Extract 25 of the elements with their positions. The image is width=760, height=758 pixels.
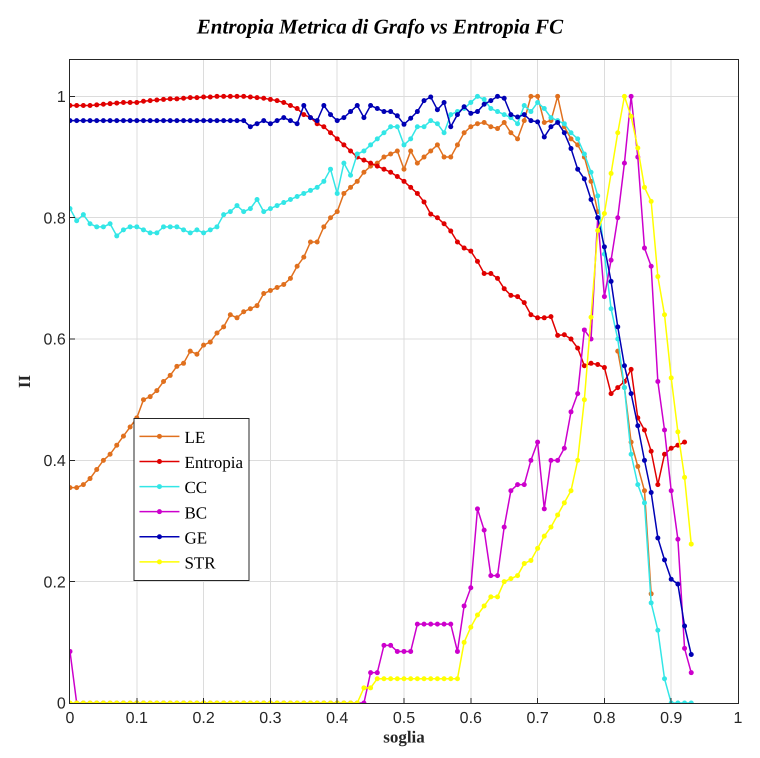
legend-label: STR: [184, 554, 216, 573]
y-tick-label: 1: [56, 89, 66, 106]
x-tick-label: 0.6: [460, 710, 482, 728]
legend-label: BC: [184, 503, 208, 522]
legend-label: Entropia: [184, 453, 244, 472]
x-tick-label: 0.4: [326, 710, 348, 728]
y-tick-label: 0: [56, 696, 66, 713]
x-tick-label: 0.5: [392, 710, 416, 728]
x-tick-label: 0.8: [593, 710, 616, 728]
y-axis-title: II: [15, 374, 34, 388]
y-tick-label: 0.2: [44, 574, 66, 592]
x-tick-label: 0.9: [660, 710, 682, 728]
x-tick-label: 0.2: [192, 710, 215, 728]
x-axis-title: soglia: [383, 728, 426, 747]
y-tick-label: 0.8: [44, 210, 66, 228]
y-tick-label: 0.4: [44, 452, 66, 470]
legend-label: LE: [184, 428, 206, 448]
x-tick-label: 0.3: [259, 710, 282, 728]
y-tick-label: 0.6: [44, 332, 66, 349]
x-tick-label: 0.7: [526, 710, 549, 728]
legend-label: GE: [184, 528, 208, 548]
chart-title: Entropia Metrica di Grafo vs Entropia FC: [196, 14, 564, 39]
x-tick-label: 1: [734, 710, 743, 728]
legend-label: CC: [184, 478, 208, 498]
x-tick-label: 0.1: [126, 710, 148, 728]
